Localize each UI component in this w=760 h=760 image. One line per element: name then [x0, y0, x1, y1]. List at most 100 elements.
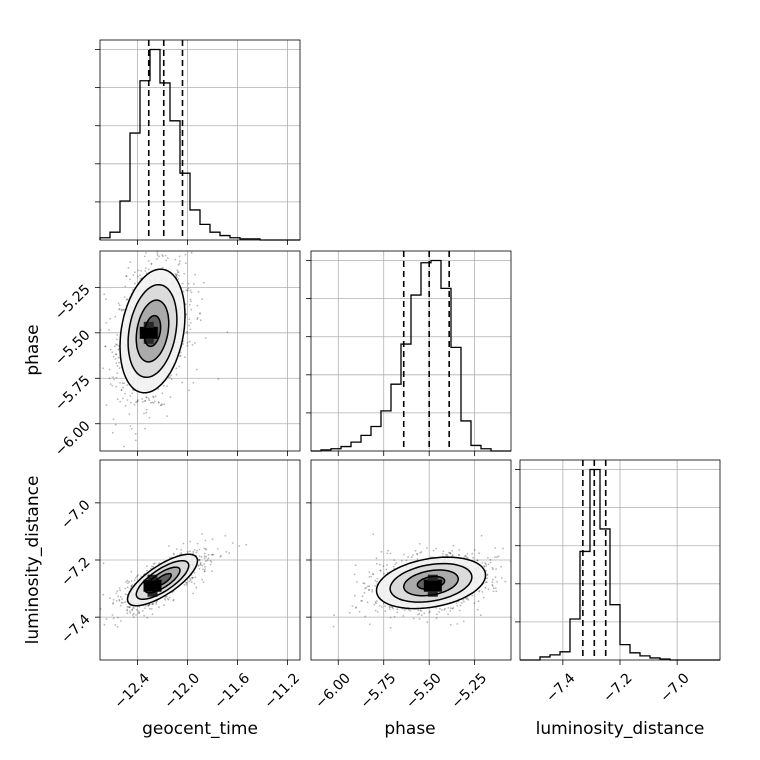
scatter-point: [420, 610, 423, 612]
histogram-panel-luminosity-distance: [515, 459, 721, 665]
scatter-point: [491, 581, 494, 584]
scatter-point: [103, 293, 106, 296]
scatter-point: [372, 573, 374, 575]
scatter-point: [131, 584, 134, 586]
scatter-point: [163, 385, 165, 387]
scatter-point: [210, 553, 213, 556]
scatter-point: [196, 304, 199, 307]
scatter-point: [128, 580, 131, 583]
scatter-point: [178, 365, 181, 368]
scatter-point: [120, 601, 123, 604]
scatter-point: [201, 564, 204, 567]
scatter-point: [137, 275, 140, 278]
scatter-point: [489, 561, 492, 564]
scatter-point: [195, 551, 198, 554]
x-tick-label-luminosity-distance: −7.0: [657, 670, 692, 705]
scatter-point: [181, 381, 184, 384]
scatter-point: [228, 552, 231, 554]
scatter-point: [102, 593, 105, 596]
scatter-point: [188, 580, 191, 583]
scatter-point: [117, 302, 120, 305]
scatter-point: [146, 616, 149, 619]
scatter-point: [112, 418, 115, 420]
scatter-point: [188, 318, 191, 321]
scatter-point: [482, 596, 485, 599]
scatter-point: [139, 278, 142, 280]
scatter-point: [109, 317, 111, 320]
scatter-point: [513, 581, 515, 583]
scatter-point: [129, 612, 132, 614]
scatter-point: [418, 618, 421, 620]
scatter-point: [121, 397, 124, 400]
scatter-point: [149, 567, 152, 570]
scatter-point: [471, 594, 474, 597]
density-peak-upper: [143, 321, 154, 328]
scatter-point: [128, 413, 131, 415]
scatter-point: [126, 384, 128, 386]
scatter-point: [451, 550, 454, 552]
scatter-point: [494, 547, 497, 549]
scatter-point: [480, 534, 483, 537]
scatter-point: [126, 612, 129, 615]
y-tick-label-luminosity-distance: −7.4: [58, 611, 93, 646]
scatter-point: [156, 254, 159, 257]
scatter-point: [188, 389, 190, 392]
scatter-point: [467, 557, 469, 559]
scatter-point: [442, 550, 445, 553]
scatter-point: [356, 581, 358, 583]
scatter-point: [201, 533, 203, 535]
scatter-point: [116, 364, 119, 367]
scatter-point: [465, 556, 468, 559]
scatter-point: [152, 396, 155, 399]
scatter-point: [115, 592, 118, 595]
scatter-point: [378, 563, 381, 566]
scatter-point: [115, 353, 118, 356]
scatter-point: [212, 553, 215, 556]
scatter-point: [143, 452, 145, 454]
scatter-point: [423, 612, 426, 615]
scatter-point: [118, 304, 121, 307]
panel-frame: [99, 250, 301, 452]
scatter-point: [376, 600, 378, 602]
scatter-point: [189, 540, 192, 543]
scatter-point: [111, 431, 114, 434]
scatter-point: [384, 605, 386, 607]
scatter-point: [203, 570, 206, 573]
scatter-point: [132, 607, 134, 609]
scatter-point: [425, 547, 428, 549]
scatter-point: [435, 607, 438, 609]
scatter-point: [164, 254, 167, 257]
scatter-point: [512, 546, 514, 548]
scatter-point: [169, 376, 171, 379]
scatter-point: [409, 610, 412, 612]
scatter-point: [442, 553, 444, 555]
scatter-point: [126, 606, 129, 608]
scatter-point: [211, 553, 214, 556]
contour-line-1: [135, 559, 190, 601]
scatter-point: [460, 602, 463, 604]
scatter-point: [418, 612, 421, 615]
scatter-point: [119, 400, 122, 403]
scatter-point: [103, 623, 106, 626]
scatter-point: [494, 556, 496, 558]
scatter-point: [132, 607, 135, 609]
scatter-point: [444, 554, 447, 556]
scatter-point: [486, 577, 489, 579]
scatter-point: [182, 340, 185, 343]
scatter-point: [479, 614, 482, 617]
scatter-point: [192, 576, 194, 579]
scatter-point: [197, 564, 200, 567]
scatter-point: [216, 548, 219, 550]
scatter-point: [130, 401, 132, 404]
scatter-point: [455, 602, 458, 605]
scatter-point: [188, 340, 191, 343]
scatter-point: [449, 610, 452, 612]
histogram-panel-phase: [306, 250, 512, 456]
scatter-point: [203, 570, 206, 573]
scatter-point: [191, 576, 194, 579]
scatter-point: [117, 345, 120, 347]
scatter-point: [120, 309, 123, 312]
scatter-point: [452, 544, 455, 547]
scatter-point: [528, 599, 530, 601]
scatter-point: [374, 609, 377, 612]
